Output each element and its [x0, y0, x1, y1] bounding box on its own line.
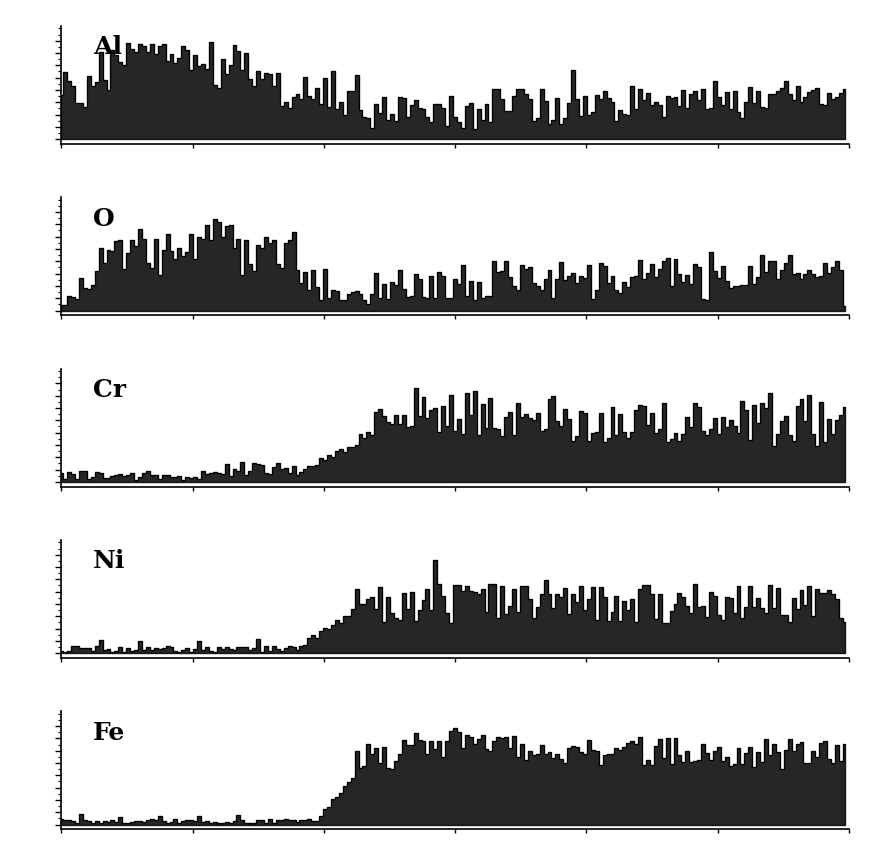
Text: Al: Al — [93, 35, 122, 60]
Text: O: O — [93, 206, 115, 231]
Text: Fe: Fe — [93, 721, 125, 745]
Text: Ni: Ni — [93, 550, 125, 574]
Text: Cr: Cr — [93, 378, 126, 402]
